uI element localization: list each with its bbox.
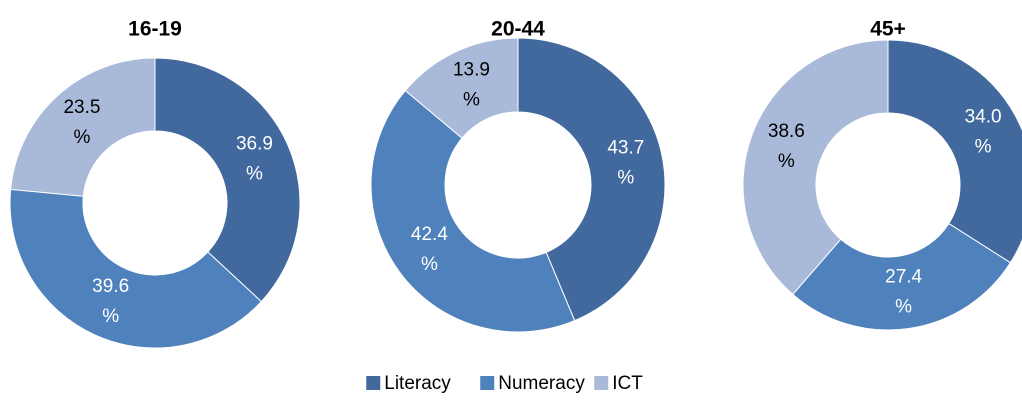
legend-swatch (594, 376, 609, 390)
legend-swatch (366, 376, 381, 390)
chart-title: 45+ (870, 18, 906, 41)
donut-slice (10, 57, 156, 197)
legend-swatch (480, 376, 495, 390)
chart-title: 20-44 (491, 18, 545, 41)
donut-slice (792, 222, 1012, 331)
data-label: 39.6% (92, 276, 129, 327)
data-label: 27.4% (885, 266, 922, 317)
donut-slice (517, 37, 666, 322)
donut-slice (154, 57, 301, 303)
data-label: 38.6% (768, 121, 805, 172)
legend-label: Literacy (384, 373, 451, 394)
donut-slice (370, 89, 576, 333)
data-label: 23.5% (63, 97, 100, 148)
data-label: 13.9% (453, 59, 490, 110)
donut-slice (742, 39, 889, 296)
donut-slice (9, 188, 263, 349)
data-label: 34.0% (965, 107, 1002, 158)
chart-title: 16-19 (128, 18, 182, 41)
legend-label: Numeracy (498, 373, 585, 394)
data-label: 43.7% (607, 137, 644, 188)
data-label: 36.9% (236, 134, 273, 185)
data-label: 42.4% (411, 224, 448, 275)
legend-label: ICT (612, 373, 643, 394)
donut-slice (404, 37, 519, 139)
